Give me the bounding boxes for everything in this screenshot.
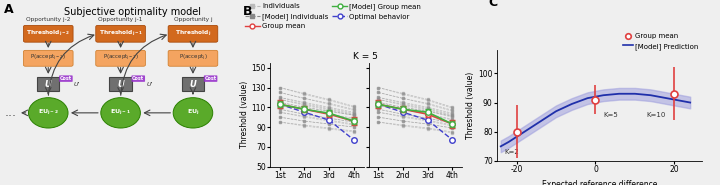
- Text: P(accept$_{\mathregular{j}}$): P(accept$_{\mathregular{j}}$): [179, 53, 207, 63]
- Legend: Group mean, [Model] Prediction: Group mean, [Model] Prediction: [623, 33, 698, 50]
- Y-axis label: Threshold (value): Threshold (value): [240, 81, 248, 148]
- Legend: Individuals, [Model] Individuals, Group mean, [Model] Group mean, Optimal behavi: Individuals, [Model] Individuals, Group …: [245, 4, 421, 29]
- Text: K=2: K=2: [505, 149, 519, 155]
- Text: U': U': [146, 82, 153, 87]
- FancyBboxPatch shape: [37, 77, 60, 91]
- Text: K=5: K=5: [603, 112, 618, 118]
- Text: Threshold$_{\mathregular{j-1}}$: Threshold$_{\mathregular{j-1}}$: [99, 29, 143, 39]
- Text: U: U: [189, 80, 197, 89]
- Text: Cost: Cost: [132, 76, 144, 81]
- FancyBboxPatch shape: [181, 77, 204, 91]
- Text: Subjective optimality model: Subjective optimality model: [64, 7, 201, 17]
- Circle shape: [101, 98, 140, 128]
- Text: Opportunity j-2: Opportunity j-2: [26, 17, 71, 22]
- Text: U: U: [117, 80, 124, 89]
- Text: EU$_{\mathregular{j-2}}$: EU$_{\mathregular{j-2}}$: [37, 108, 59, 118]
- Text: Opportunity j-1: Opportunity j-1: [99, 17, 143, 22]
- FancyBboxPatch shape: [96, 50, 145, 66]
- FancyBboxPatch shape: [96, 25, 145, 42]
- X-axis label: Expected reference difference: Expected reference difference: [541, 180, 657, 185]
- Text: K=10: K=10: [647, 112, 666, 118]
- Y-axis label: Threshold (value): Threshold (value): [467, 72, 475, 139]
- Text: C: C: [488, 0, 498, 9]
- Text: U: U: [45, 80, 52, 89]
- Text: EU$_{\mathregular{j-1}}$: EU$_{\mathregular{j-1}}$: [110, 108, 131, 118]
- FancyBboxPatch shape: [109, 77, 132, 91]
- Text: P(accept$_{\mathregular{j-2}}$): P(accept$_{\mathregular{j-2}}$): [30, 53, 66, 63]
- FancyBboxPatch shape: [23, 50, 73, 66]
- Text: Cost: Cost: [60, 76, 72, 81]
- Text: EU$_{\mathregular{j}}$: EU$_{\mathregular{j}}$: [186, 108, 199, 118]
- FancyBboxPatch shape: [168, 50, 218, 66]
- Text: P(accept$_{\mathregular{j-1}}$): P(accept$_{\mathregular{j-1}}$): [102, 53, 139, 63]
- Text: Threshold$_{\mathregular{j}}$: Threshold$_{\mathregular{j}}$: [175, 29, 211, 39]
- Text: B: B: [243, 5, 252, 18]
- Text: A: A: [4, 3, 13, 16]
- Circle shape: [29, 98, 68, 128]
- FancyBboxPatch shape: [168, 25, 218, 42]
- Text: U': U': [74, 82, 81, 87]
- Text: Cost: Cost: [204, 76, 217, 81]
- Circle shape: [174, 98, 212, 128]
- FancyBboxPatch shape: [23, 25, 73, 42]
- Text: Threshold$_{\mathregular{j-2}}$: Threshold$_{\mathregular{j-2}}$: [26, 29, 71, 39]
- Text: K = 5: K = 5: [354, 52, 378, 61]
- Text: ...: ...: [5, 106, 17, 119]
- Text: Opportunity j: Opportunity j: [174, 17, 212, 22]
